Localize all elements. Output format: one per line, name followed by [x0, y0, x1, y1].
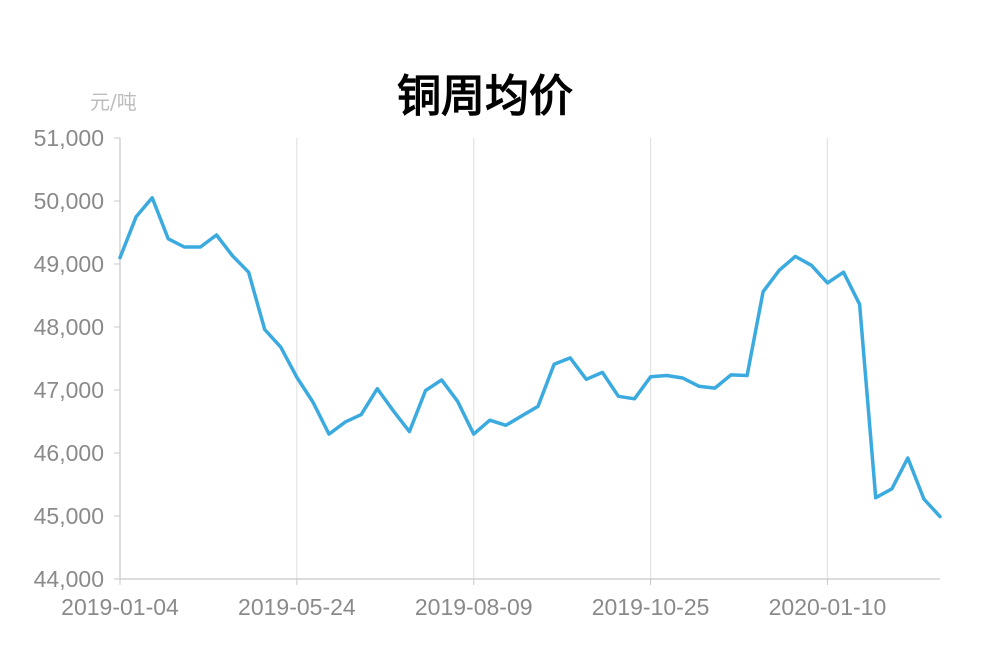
y-axis-ticks: 44,000 45,000 46,000 47,000 48,000 49,000 50,0…	[34, 125, 120, 592]
y-tick-label: 47,000	[34, 377, 104, 403]
x-axis-ticks: 2019-01-04 2019-05-24 2019-08-09 2019-10-25…	[61, 579, 886, 620]
series-layer	[118, 196, 942, 519]
chart-title: 铜周均价	[397, 71, 573, 122]
axes	[119, 138, 940, 580]
y-tick-label: 49,000	[34, 251, 104, 277]
x-tick-label: 2019-08-09	[415, 594, 533, 620]
y-axis-unit-label: 元/吨	[90, 90, 137, 114]
x-tick-label: 2019-01-04	[61, 594, 179, 620]
x-tick-label: 2019-10-25	[592, 594, 710, 620]
copper-price-line	[118, 196, 942, 519]
y-tick-label: 51,000	[34, 125, 104, 151]
x-tick-label: 2020-01-10	[769, 594, 887, 620]
x-tick-label: 2019-05-24	[238, 594, 356, 620]
y-tick-label: 50,000	[34, 188, 104, 214]
y-tick-label: 48,000	[34, 314, 104, 340]
grid-lines	[296, 138, 829, 579]
y-tick-label: 44,000	[34, 566, 104, 592]
y-tick-label: 45,000	[34, 503, 104, 529]
y-tick-label: 46,000	[34, 440, 104, 466]
